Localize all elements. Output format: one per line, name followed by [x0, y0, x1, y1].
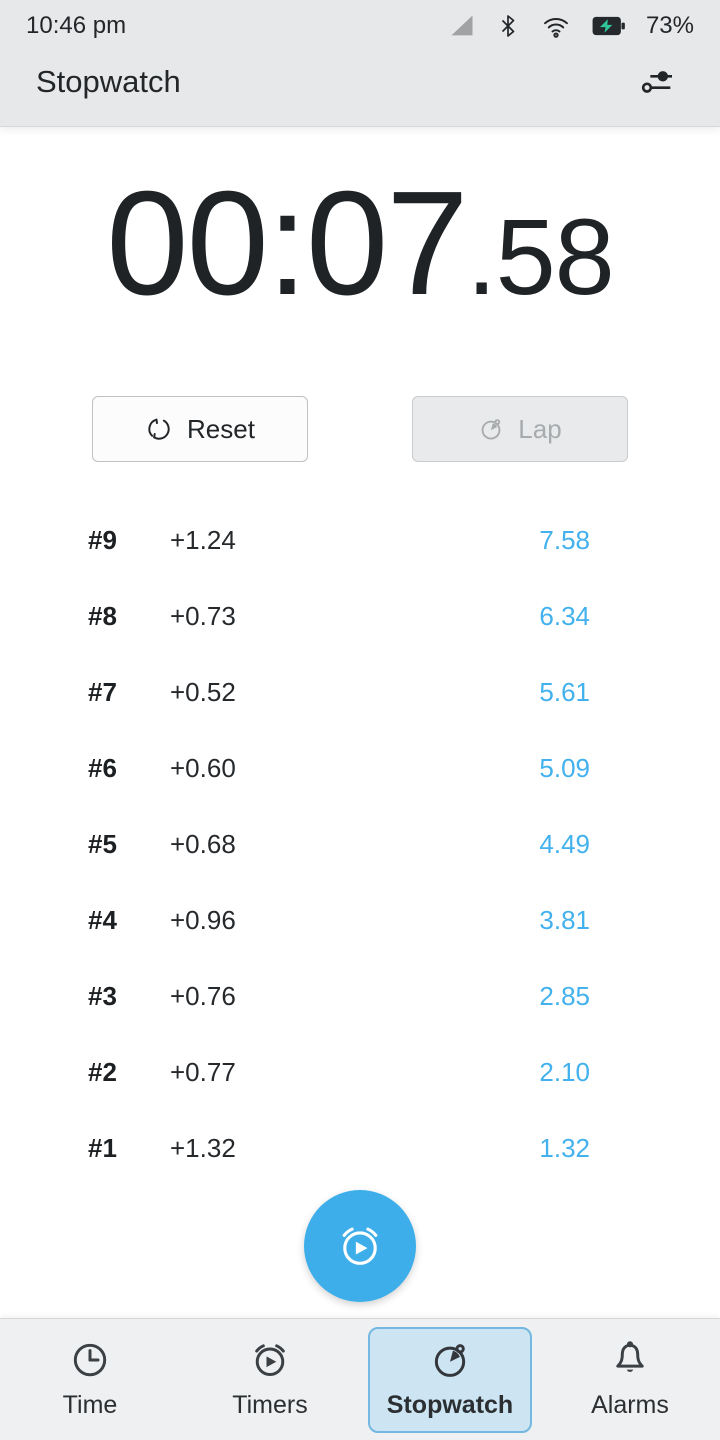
lap-total: 1.32	[539, 1132, 590, 1163]
lap-diff: +0.77	[170, 1056, 236, 1087]
lap-button[interactable]: Lap	[412, 396, 628, 462]
lap-total: 2.85	[539, 980, 590, 1011]
lap-number: #7	[88, 676, 117, 707]
lap-row: #4 +0.96 3.81	[0, 882, 720, 958]
reset-button[interactable]: Reset	[92, 396, 308, 462]
tab-time-label: Time	[62, 1391, 118, 1419]
lap-row: #3 +0.76 2.85	[0, 958, 720, 1034]
elapsed-time-fraction: .58	[466, 196, 615, 317]
lap-row: #2 +0.77 2.10	[0, 1034, 720, 1110]
lap-number: #3	[88, 980, 117, 1011]
lap-number: #4	[88, 904, 117, 935]
top-chrome: 10:46 pm 73% Stopwatch	[0, 0, 720, 126]
clock-icon	[73, 1343, 107, 1377]
elapsed-time: 00:07.58	[0, 170, 720, 350]
lap-diff: +1.24	[170, 524, 236, 555]
settings-button[interactable]	[634, 62, 680, 102]
stopwatch-icon	[434, 1344, 466, 1377]
reset-button-label: Reset	[187, 413, 255, 444]
bell-icon	[616, 1341, 644, 1372]
lap-total: 3.81	[539, 904, 590, 935]
lap-total: 5.61	[539, 676, 590, 707]
lap-row: #6 +0.60 5.09	[0, 730, 720, 806]
lap-number: #9	[88, 524, 117, 555]
lap-number: #5	[88, 828, 117, 859]
tab-time[interactable]: Time	[0, 1319, 180, 1440]
lap-diff: +0.68	[170, 828, 236, 859]
status-icons: 73%	[448, 12, 694, 40]
wifi-icon	[543, 17, 568, 38]
controls-row: Reset Lap	[0, 396, 720, 462]
tab-stopwatch-label: Stopwatch	[386, 1391, 514, 1419]
lap-total: 2.10	[539, 1056, 590, 1087]
status-clock: 10:46 pm	[26, 12, 127, 39]
header: Stopwatch	[0, 48, 720, 126]
page-title: Stopwatch	[36, 64, 181, 99]
tab-stopwatch[interactable]: Stopwatch	[360, 1319, 540, 1440]
lap-row: #8 +0.73 6.34	[0, 578, 720, 654]
sliders-icon	[641, 71, 672, 93]
tab-timers[interactable]: Timers	[180, 1319, 360, 1440]
lap-diff: +0.60	[170, 752, 236, 783]
lap-row: #5 +0.68 4.49	[0, 806, 720, 882]
bluetooth-icon	[501, 15, 515, 37]
lap-number: #6	[88, 752, 117, 783]
lap-number: #8	[88, 600, 117, 631]
tab-bar: Time Timers Stopwatch	[0, 1318, 720, 1440]
reset-icon	[148, 418, 170, 440]
timer-icon	[255, 1344, 285, 1377]
lap-row: #9 +1.24 7.58	[0, 502, 720, 578]
tab-stopwatch-pill: Stopwatch	[368, 1326, 532, 1433]
lap-row: #7 +0.52 5.61	[0, 654, 720, 730]
lap-list: #9 +1.24 7.58 #8 +0.73 6.34 #7 +0.52 5.6…	[0, 502, 720, 1186]
lap-total: 5.09	[539, 752, 590, 783]
lap-total: 6.34	[539, 600, 590, 631]
tab-time-pill: Time	[8, 1327, 172, 1433]
tab-alarms[interactable]: Alarms	[540, 1319, 720, 1440]
lap-diff: +0.52	[170, 676, 236, 707]
tab-timers-label: Timers	[232, 1391, 308, 1419]
start-button[interactable]	[304, 1190, 416, 1302]
battery-charging-icon	[592, 16, 625, 36]
lap-total: 7.58	[539, 524, 590, 555]
status-bar: 10:46 pm 73%	[0, 0, 720, 48]
tab-alarms-pill: Alarms	[548, 1327, 712, 1433]
tab-timers-pill: Timers	[188, 1327, 352, 1433]
lap-total: 4.49	[539, 828, 590, 859]
lap-stopwatch-icon	[481, 419, 501, 440]
cellular-signal-icon	[451, 15, 473, 36]
lap-diff: +0.76	[170, 980, 236, 1011]
lap-button-label: Lap	[518, 413, 562, 444]
lap-diff: +1.32	[170, 1132, 236, 1163]
elapsed-time-main: 00:07	[106, 161, 468, 326]
lap-diff: +0.96	[170, 904, 236, 935]
battery-percent: 73%	[645, 12, 694, 39]
lap-number: #2	[88, 1056, 117, 1087]
lap-diff: +0.73	[170, 600, 236, 631]
stopwatch-play-icon	[342, 1227, 378, 1265]
lap-number: #1	[88, 1132, 117, 1163]
lap-row: #1 +1.32 1.32	[0, 1110, 720, 1186]
tab-alarms-label: Alarms	[591, 1391, 669, 1419]
